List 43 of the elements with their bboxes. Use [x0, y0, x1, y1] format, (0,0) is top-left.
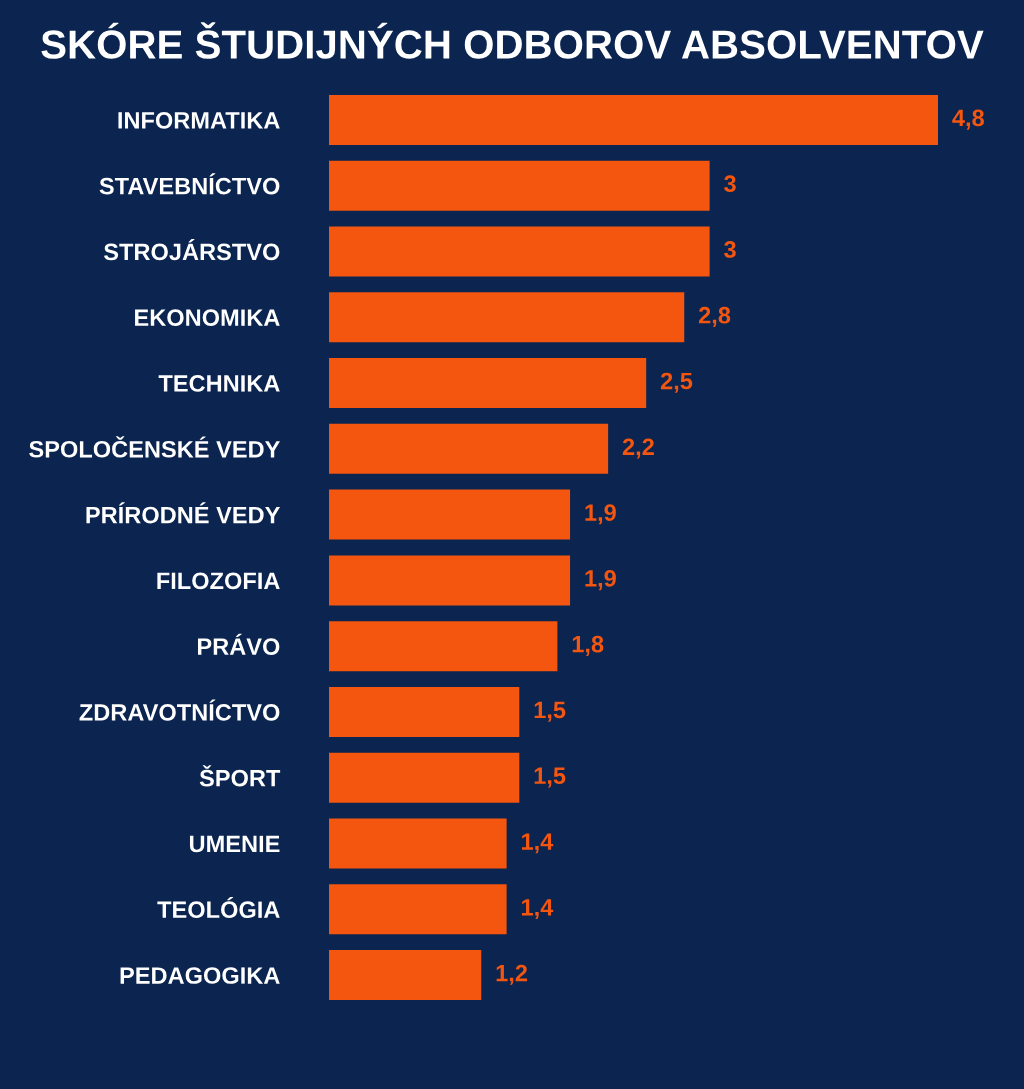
chart-title: SKÓRE ŠTUDIJNÝCH ODBOROV ABSOLVENTOV [41, 22, 984, 59]
y-tick-label: ŠPORT [199, 765, 281, 787]
y-tick-label: PRÍRODNÉ VEDY [86, 502, 280, 524]
y-tick-label: TECHNIKA [158, 375, 280, 392]
data-label: 2,2 [622, 438, 654, 459]
y-tick-label: UMENIE [189, 835, 280, 853]
bar [329, 818, 507, 869]
data-label: 3 [724, 175, 736, 193]
bar [329, 160, 710, 211]
bar [329, 358, 647, 409]
bar [329, 752, 520, 803]
y-tick-label: PRÁVO [198, 633, 280, 655]
bar [329, 489, 571, 540]
data-label: 1,9 [585, 570, 616, 591]
y-tick-label: FILOZOFIA [157, 572, 280, 590]
data-label: 1,4 [522, 899, 554, 920]
bar [329, 686, 520, 737]
data-label: 3 [724, 241, 736, 258]
y-tick-label: TEOLÓGIA [157, 896, 280, 919]
data-label: 2,5 [660, 372, 693, 393]
data-label: 1,5 [534, 767, 566, 788]
y-tick-label: STROJÁRSTVO [103, 239, 280, 261]
bar [329, 423, 609, 474]
data-label: 1,5 [534, 701, 566, 722]
data-label: 1,8 [572, 635, 604, 656]
data-label: 4,8 [952, 109, 984, 130]
y-tick-label: SPOLOČENSKÉ VEDY [29, 436, 280, 458]
y-tick-label: EKONOMIKA [135, 309, 280, 327]
bar [329, 292, 685, 343]
bar [329, 884, 507, 935]
data-label: 1,4 [522, 833, 554, 854]
bar [329, 950, 482, 1001]
y-tick-label: PEDAGOGIKA [120, 967, 280, 984]
data-label: 1,9 [585, 504, 616, 525]
bar [329, 555, 571, 606]
y-tick-label: INFORMATIKA [118, 111, 280, 129]
y-tick-label: ZDRAVOTNÍCTVO [79, 699, 280, 721]
bar [329, 621, 558, 672]
bar [329, 94, 938, 145]
bar [329, 226, 710, 277]
y-tick-label: STAVEBNÍCTVO [99, 173, 280, 195]
data-label: 1,2 [496, 964, 528, 985]
data-label: 2,8 [698, 306, 731, 328]
